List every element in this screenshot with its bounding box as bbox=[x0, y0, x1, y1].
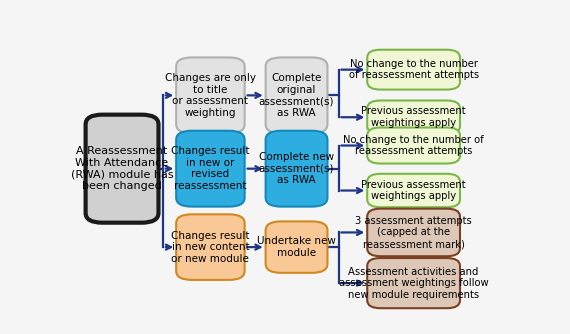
Text: Assessment activities and
assessment weightings follow
new module requirements: Assessment activities and assessment wei… bbox=[339, 267, 488, 300]
Text: No change to the number of
reassessment attempts: No change to the number of reassessment … bbox=[343, 135, 484, 156]
Text: Undertake new
module: Undertake new module bbox=[257, 236, 336, 258]
Text: Complete new
assessment(s)
as RWA: Complete new assessment(s) as RWA bbox=[259, 152, 334, 185]
Text: Changes result
in new or
revised
reassessment: Changes result in new or revised reasses… bbox=[171, 146, 250, 191]
Text: Complete
original
assessment(s)
as RWA: Complete original assessment(s) as RWA bbox=[259, 73, 334, 118]
FancyBboxPatch shape bbox=[176, 214, 245, 280]
Text: Changes result
in new content
or new module: Changes result in new content or new mod… bbox=[171, 230, 250, 264]
FancyBboxPatch shape bbox=[266, 57, 328, 133]
FancyBboxPatch shape bbox=[86, 115, 158, 223]
FancyBboxPatch shape bbox=[367, 174, 460, 207]
FancyBboxPatch shape bbox=[367, 128, 460, 164]
FancyBboxPatch shape bbox=[176, 131, 245, 207]
FancyBboxPatch shape bbox=[266, 221, 328, 273]
Text: Previous assessment
weightings apply: Previous assessment weightings apply bbox=[361, 180, 466, 201]
FancyBboxPatch shape bbox=[266, 131, 328, 207]
FancyBboxPatch shape bbox=[367, 101, 460, 134]
FancyBboxPatch shape bbox=[176, 57, 245, 133]
Text: Previous assessment
weightings apply: Previous assessment weightings apply bbox=[361, 107, 466, 128]
Text: 3 assessment attempts
(capped at the
reassessment mark): 3 assessment attempts (capped at the rea… bbox=[355, 216, 472, 249]
FancyBboxPatch shape bbox=[367, 50, 460, 90]
Text: No change to the number
of reassessment attempts: No change to the number of reassessment … bbox=[348, 59, 479, 80]
FancyBboxPatch shape bbox=[367, 258, 460, 308]
Text: A Reassessment
With Attendance
(RWA) module has
been changed: A Reassessment With Attendance (RWA) mod… bbox=[71, 146, 173, 191]
Text: Changes are only
to title
or assessment
weighting: Changes are only to title or assessment … bbox=[165, 73, 256, 118]
FancyBboxPatch shape bbox=[367, 209, 460, 256]
